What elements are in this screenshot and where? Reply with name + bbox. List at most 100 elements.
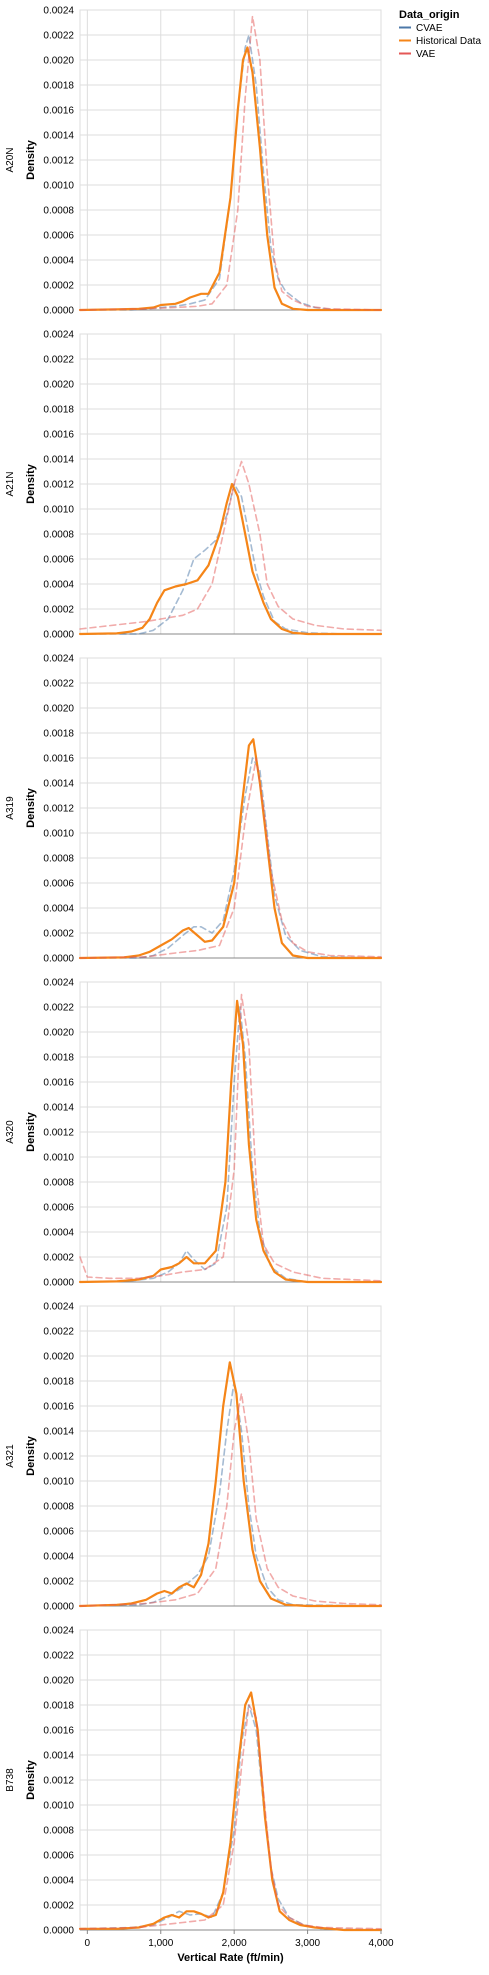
y-tick-label: 0.0018 — [43, 1053, 74, 1064]
y-tick-label: 0.0008 — [43, 1826, 74, 1837]
y-tick-label: 0.0020 — [43, 56, 74, 67]
y-tick-label: 0.0016 — [43, 754, 74, 765]
y-tick-label: 0.0000 — [43, 630, 74, 641]
y-tick-label: 0.0012 — [43, 156, 74, 167]
series-line-vae — [79, 1704, 382, 1930]
y-tick-label: 0.0018 — [43, 405, 74, 416]
y-axis-title: Density — [25, 1111, 37, 1152]
y-tick-label: 0.0002 — [43, 1577, 74, 1588]
y-tick-label: 0.0014 — [43, 1427, 74, 1438]
series-line-vae — [79, 993, 382, 1282]
series-line-cvae — [79, 1006, 382, 1283]
y-tick-label: 0.0014 — [43, 455, 74, 466]
y-tick-label: 0.0002 — [43, 281, 74, 292]
y-tick-label: 0.0014 — [43, 779, 74, 790]
series-line-vae — [79, 1392, 382, 1607]
legend-title: Data_origin — [399, 9, 460, 21]
y-tick-label: 0.0016 — [43, 1726, 74, 1737]
y-tick-label: 0.0018 — [43, 729, 74, 740]
y-tick-label: 0.0020 — [43, 1352, 74, 1363]
y-tick-label: 0.0000 — [43, 954, 74, 965]
y-tick-label: 0.0008 — [43, 530, 74, 541]
y-tick-label: 0.0006 — [43, 1851, 74, 1862]
facet-label: A320 — [5, 1120, 16, 1144]
series-line-historical-data — [78, 1361, 383, 1608]
y-tick-label: 0.0006 — [43, 555, 74, 566]
y-tick-label: 0.0008 — [43, 854, 74, 865]
y-tick-label: 0.0020 — [43, 1676, 74, 1687]
facet-label: A319 — [5, 796, 16, 820]
y-axis-title: Density — [25, 463, 37, 504]
y-tick-label: 0.0008 — [43, 1178, 74, 1189]
y-tick-label: 0.0016 — [43, 106, 74, 117]
y-tick-label: 0.0012 — [43, 804, 74, 815]
y-tick-label: 0.0004 — [43, 256, 74, 267]
x-axis-title: Vertical Rate (ft/min) — [177, 1952, 284, 1964]
y-tick-label: 0.0018 — [43, 1377, 74, 1388]
y-tick-label: 0.0010 — [43, 829, 74, 840]
y-axis-title: Density — [25, 787, 37, 828]
y-tick-label: 0.0012 — [43, 480, 74, 491]
x-tick-label: 2,000 — [222, 1938, 247, 1949]
series-line-historical-data — [78, 999, 383, 1284]
legend-entry: VAE — [416, 49, 436, 60]
x-tick-label: 1,000 — [148, 1938, 173, 1949]
y-axis-title: Density — [25, 139, 37, 180]
y-tick-label: 0.0008 — [43, 206, 74, 217]
y-tick-label: 0.0002 — [43, 1901, 74, 1912]
y-tick-label: 0.0004 — [43, 1876, 74, 1887]
y-tick-label: 0.0004 — [43, 580, 74, 591]
legend-entry: CVAE — [416, 23, 443, 34]
y-axis-title: Density — [25, 1759, 37, 1800]
y-tick-label: 0.0014 — [43, 1103, 74, 1114]
y-tick-label: 0.0010 — [43, 181, 74, 192]
y-tick-label: 0.0014 — [43, 1751, 74, 1762]
series-line-vae — [79, 15, 382, 311]
y-tick-label: 0.0010 — [43, 1477, 74, 1488]
series-line-historical-data — [78, 1691, 383, 1932]
y-tick-label: 0.0012 — [43, 1128, 74, 1139]
y-tick-label: 0.0012 — [43, 1776, 74, 1787]
y-tick-label: 0.0006 — [43, 1527, 74, 1538]
y-tick-label: 0.0024 — [43, 1302, 74, 1313]
x-tick-label: 0 — [85, 1938, 91, 1949]
y-tick-label: 0.0000 — [43, 1278, 74, 1289]
y-tick-label: 0.0004 — [43, 1552, 74, 1563]
legend-entry: Historical Data — [416, 36, 481, 47]
y-tick-label: 0.0006 — [43, 1203, 74, 1214]
y-tick-label: 0.0020 — [43, 1028, 74, 1039]
x-tick-label: 4,000 — [368, 1938, 393, 1949]
y-tick-label: 0.0000 — [43, 1926, 74, 1937]
series-line-cvae — [79, 1704, 382, 1931]
y-tick-label: 0.0024 — [43, 654, 74, 665]
y-tick-label: 0.0024 — [43, 330, 74, 341]
y-tick-label: 0.0018 — [43, 81, 74, 92]
y-tick-label: 0.0016 — [43, 1402, 74, 1413]
y-tick-label: 0.0010 — [43, 1153, 74, 1164]
series-line-historical-data — [78, 738, 383, 960]
y-tick-label: 0.0022 — [43, 679, 74, 690]
y-axis-title: Density — [25, 1435, 37, 1476]
y-tick-label: 0.0004 — [43, 904, 74, 915]
y-tick-label: 0.0022 — [43, 1003, 74, 1014]
y-tick-label: 0.0016 — [43, 1078, 74, 1089]
facet-label: A20N — [5, 147, 16, 172]
y-tick-label: 0.0018 — [43, 1701, 74, 1712]
y-tick-label: 0.0002 — [43, 605, 74, 616]
y-tick-label: 0.0000 — [43, 1602, 74, 1613]
y-tick-label: 0.0016 — [43, 430, 74, 441]
facet-label: A21N — [5, 471, 16, 496]
series-line-cvae — [79, 34, 382, 311]
series-line-historical-data — [78, 482, 383, 636]
y-tick-label: 0.0014 — [43, 131, 74, 142]
y-tick-label: 0.0006 — [43, 879, 74, 890]
y-tick-label: 0.0024 — [43, 1626, 74, 1637]
y-tick-label: 0.0022 — [43, 31, 74, 42]
facet-label: A321 — [5, 1444, 16, 1468]
x-tick-label: 3,000 — [295, 1938, 320, 1949]
y-tick-label: 0.0006 — [43, 231, 74, 242]
y-tick-label: 0.0010 — [43, 505, 74, 516]
y-tick-label: 0.0004 — [43, 1228, 74, 1239]
